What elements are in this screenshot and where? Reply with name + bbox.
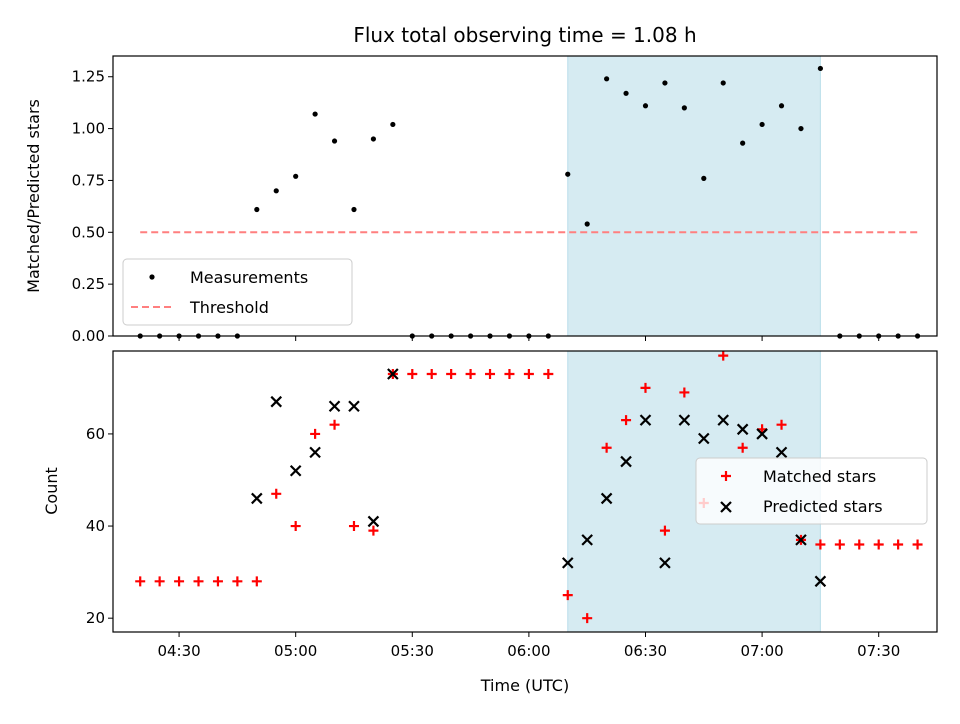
measurement-point: [254, 207, 259, 212]
y-tick-label-top: 0.00: [72, 327, 105, 345]
y-tick-label-top: 1.00: [72, 120, 105, 138]
matched-star-point: [271, 489, 281, 499]
matched-star-point: [524, 369, 534, 379]
legend-measurements-marker: [149, 274, 154, 279]
matched-star-point: [291, 521, 301, 531]
matched-star-point: [893, 539, 903, 549]
predicted-star-point: [271, 397, 281, 407]
predicted-star-point: [310, 447, 320, 457]
matched-star-point: [543, 369, 553, 379]
matched-star-point: [854, 539, 864, 549]
x-tick-label: 06:00: [507, 642, 550, 660]
measurement-point: [643, 103, 648, 108]
measurement-point: [740, 141, 745, 146]
measurement-point: [662, 80, 667, 85]
predicted-star-point: [330, 401, 340, 411]
measurement-point: [313, 111, 318, 116]
matched-star-point: [330, 420, 340, 430]
predicted-star-point: [252, 493, 262, 503]
matched-star-point: [427, 369, 437, 379]
y-tick-label-top: 0.50: [72, 223, 105, 241]
predicted-star-point: [291, 466, 301, 476]
top-y-axis-label: Matched/Predicted stars: [24, 99, 43, 293]
matched-star-point: [310, 429, 320, 439]
y-tick-label-bottom: 60: [86, 425, 105, 443]
matched-star-point: [174, 576, 184, 586]
y-tick-label-top: 1.25: [72, 68, 105, 86]
measurement-point: [565, 172, 570, 177]
matched-star-point: [194, 576, 204, 586]
y-tick-label-top: 0.75: [72, 171, 105, 189]
matched-star-point: [252, 576, 262, 586]
matched-star-point: [232, 576, 242, 586]
predicted-star-point: [368, 516, 378, 526]
x-axis-label: Time (UTC): [480, 676, 569, 695]
legend-threshold-label: Threshold: [189, 298, 269, 317]
matched-star-point: [213, 576, 223, 586]
x-tick-label: 05:00: [274, 642, 317, 660]
measurement-point: [779, 103, 784, 108]
measurement-point: [371, 136, 376, 141]
y-tick-label-top: 0.25: [72, 275, 105, 293]
x-tick-label: 07:30: [857, 642, 900, 660]
matched-star-point: [874, 539, 884, 549]
measurement-point: [274, 188, 279, 193]
measurement-point: [604, 76, 609, 81]
x-tick-label: 05:30: [391, 642, 434, 660]
measurement-point: [351, 207, 356, 212]
top-legend: Measurements Threshold: [123, 259, 352, 325]
legend-predicted-label: Predicted stars: [763, 497, 883, 516]
matched-star-point: [835, 539, 845, 549]
predicted-star-point: [349, 401, 359, 411]
measurement-point: [818, 66, 823, 71]
matched-star-point: [504, 369, 514, 379]
matched-star-point: [446, 369, 456, 379]
measurement-point: [585, 221, 590, 226]
measurement-point: [759, 122, 764, 127]
measurement-point: [682, 105, 687, 110]
highlight-span-top: [568, 56, 821, 336]
measurement-point: [332, 138, 337, 143]
y-tick-label-bottom: 20: [86, 609, 105, 627]
bottom-legend: Matched stars Predicted stars: [696, 458, 927, 524]
measurement-point: [701, 176, 706, 181]
chart-title: Flux total observing time = 1.08 h: [353, 23, 696, 47]
matched-star-point: [368, 526, 378, 536]
bottom-y-axis-label: Count: [42, 467, 61, 515]
measurement-point: [623, 91, 628, 96]
chart-figure: Flux total observing time = 1.08 h Match…: [0, 0, 960, 720]
matched-star-point: [135, 576, 145, 586]
measurement-point: [721, 80, 726, 85]
legend-measurements-label: Measurements: [190, 268, 308, 287]
matched-star-point: [349, 521, 359, 531]
measurement-point: [390, 122, 395, 127]
matched-star-point: [913, 539, 923, 549]
matched-star-point: [407, 369, 417, 379]
x-tick-label: 06:30: [624, 642, 667, 660]
x-tick-label: 04:30: [157, 642, 200, 660]
matched-star-point: [466, 369, 476, 379]
x-tick-label: 07:00: [740, 642, 783, 660]
matched-star-point: [485, 369, 495, 379]
measurement-point: [293, 174, 298, 179]
legend-matched-label: Matched stars: [763, 467, 876, 486]
measurement-point: [798, 126, 803, 131]
matched-star-point: [155, 576, 165, 586]
y-tick-label-bottom: 40: [86, 517, 105, 535]
